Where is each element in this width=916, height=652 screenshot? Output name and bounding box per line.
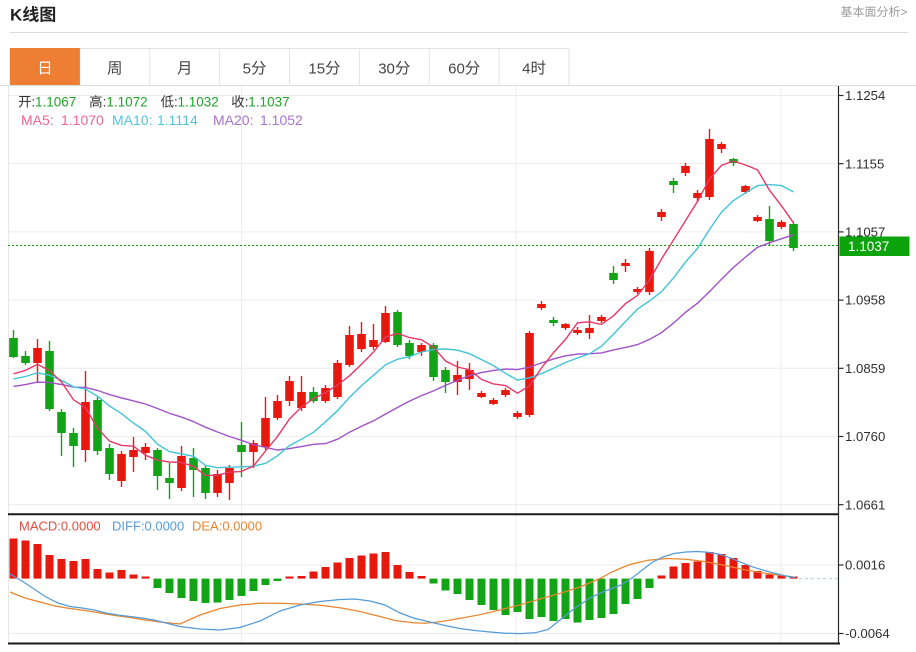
svg-text:4: 4 <box>522 61 530 78</box>
svg-text:1.1254: 1.1254 <box>845 88 885 103</box>
svg-text:1.1070: 1.1070 <box>61 112 104 128</box>
svg-text:DEA:0.0000: DEA:0.0000 <box>192 519 262 534</box>
svg-text:5: 5 <box>243 61 251 78</box>
svg-text:0.0016: 0.0016 <box>845 558 885 573</box>
svg-text:1.0958: 1.0958 <box>845 293 885 308</box>
svg-text:1.1037: 1.1037 <box>248 95 289 110</box>
svg-text:DIFF:0.0000: DIFF:0.0000 <box>112 519 184 534</box>
svg-text:1.0859: 1.0859 <box>845 361 885 376</box>
svg-text:MA10:: MA10: <box>112 112 152 128</box>
svg-text:5: 5 <box>317 61 325 78</box>
svg-text:>: > <box>901 5 908 19</box>
svg-text:K: K <box>10 6 23 25</box>
svg-text::: : <box>32 95 36 110</box>
svg-text:1: 1 <box>308 61 316 78</box>
svg-text::: : <box>245 95 249 110</box>
svg-text:MACD:0.0000: MACD:0.0000 <box>19 519 101 534</box>
svg-text:1.0661: 1.0661 <box>845 497 885 512</box>
svg-text:0: 0 <box>387 61 395 78</box>
svg-text:0: 0 <box>456 61 464 78</box>
svg-text:1.1037: 1.1037 <box>848 239 889 254</box>
svg-text:MA20:: MA20: <box>213 112 253 128</box>
svg-text::: : <box>103 95 107 110</box>
svg-text:3: 3 <box>378 61 386 78</box>
svg-text:-0.0064: -0.0064 <box>845 626 890 641</box>
svg-text:1.1052: 1.1052 <box>260 112 303 128</box>
svg-text:1.0760: 1.0760 <box>845 429 885 444</box>
svg-text:1.1032: 1.1032 <box>178 95 219 110</box>
svg-text:MA5:: MA5: <box>21 112 54 128</box>
svg-text:1.1057: 1.1057 <box>845 225 885 240</box>
svg-text:1.1155: 1.1155 <box>845 156 884 171</box>
svg-text:6: 6 <box>448 61 456 78</box>
svg-text:1.1072: 1.1072 <box>106 95 147 110</box>
svg-text::: : <box>174 95 178 110</box>
svg-text:1.1114: 1.1114 <box>157 112 198 128</box>
svg-text:1.1067: 1.1067 <box>35 95 76 110</box>
